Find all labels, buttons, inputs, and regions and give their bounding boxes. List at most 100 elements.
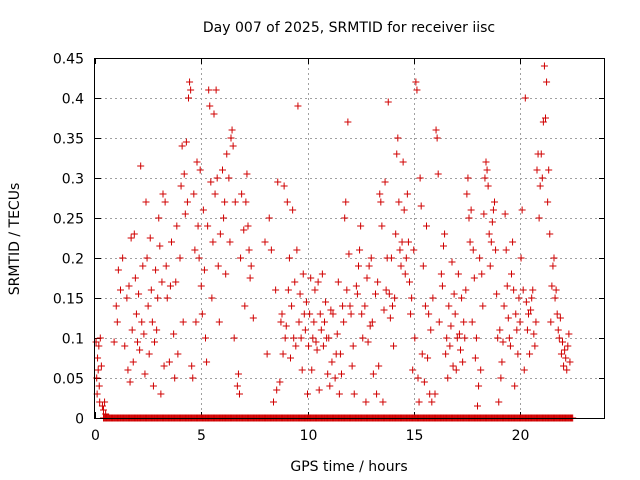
data-point	[173, 222, 181, 230]
data-point	[231, 198, 239, 206]
data-point	[301, 326, 309, 334]
data-point	[495, 398, 503, 406]
data-point	[454, 270, 462, 278]
data-point	[392, 230, 400, 238]
data-point	[481, 174, 489, 182]
data-point	[327, 306, 335, 314]
data-point	[216, 230, 224, 238]
data-point	[364, 338, 372, 346]
data-point	[295, 318, 303, 326]
data-point	[491, 198, 498, 206]
data-point	[166, 282, 174, 290]
y-tick-label: 0.2	[62, 252, 84, 268]
data-point	[158, 278, 166, 286]
data-point	[263, 350, 271, 358]
data-point	[543, 78, 551, 86]
data-point	[384, 98, 392, 106]
data-point	[207, 178, 215, 186]
data-point	[412, 78, 420, 86]
y-tick-label: 0.35	[53, 132, 84, 148]
data-point	[97, 362, 105, 370]
data-point	[245, 246, 253, 254]
data-point	[362, 398, 370, 406]
data-point	[375, 362, 383, 370]
data-point	[356, 246, 364, 254]
data-point	[404, 238, 412, 246]
data-point	[242, 198, 250, 206]
data-point	[212, 86, 220, 94]
data-point	[445, 302, 453, 310]
data-point	[536, 182, 544, 190]
data-point	[509, 238, 517, 246]
data-point	[249, 314, 257, 322]
data-point	[304, 390, 311, 398]
data-point	[316, 310, 324, 318]
data-point	[310, 318, 318, 326]
data-point	[411, 334, 419, 342]
data-point	[557, 350, 565, 358]
data-point	[223, 150, 231, 158]
data-point	[350, 390, 358, 398]
data-point	[119, 254, 127, 262]
data-point	[153, 326, 161, 334]
data-point	[204, 222, 212, 230]
axis-ticks	[95, 58, 605, 419]
data-point	[282, 322, 290, 330]
data-point	[402, 254, 410, 262]
data-point	[455, 330, 463, 338]
data-point	[198, 310, 206, 318]
data-point	[399, 158, 407, 166]
data-point	[140, 330, 148, 338]
data-point	[366, 322, 374, 330]
data-point	[448, 258, 456, 266]
data-point	[195, 254, 203, 262]
data-point	[321, 318, 328, 326]
data-point	[127, 234, 135, 242]
data-point	[389, 302, 396, 310]
data-point	[363, 274, 371, 282]
data-point	[287, 354, 294, 362]
data-point	[467, 206, 475, 214]
data-point	[144, 302, 152, 310]
data-point	[358, 310, 366, 318]
data-point	[117, 286, 124, 294]
data-point	[160, 362, 168, 370]
data-point	[181, 210, 189, 218]
data-point	[294, 102, 302, 110]
data-point	[101, 398, 109, 406]
data-point	[553, 310, 561, 318]
data-point	[324, 370, 332, 378]
data-point	[296, 290, 304, 298]
data-point	[518, 206, 526, 214]
data-point	[213, 174, 221, 182]
data-point	[390, 342, 398, 350]
data-point	[475, 382, 483, 390]
data-point	[322, 298, 330, 306]
data-point	[386, 314, 394, 322]
data-point	[548, 282, 556, 290]
data-point	[311, 286, 319, 294]
data-point	[407, 310, 415, 318]
data-point	[302, 298, 310, 306]
data-point	[453, 334, 461, 342]
x-tick-label: 5	[197, 428, 206, 444]
data-point	[520, 366, 528, 374]
data-point	[137, 162, 145, 170]
data-point	[340, 318, 348, 326]
data-point	[410, 246, 418, 254]
data-point	[396, 246, 404, 254]
data-point	[517, 254, 525, 262]
data-point	[143, 254, 151, 262]
data-point	[391, 294, 399, 302]
data-point	[171, 374, 179, 382]
data-point	[417, 202, 425, 210]
data-point	[544, 198, 552, 206]
data-point	[151, 338, 158, 346]
data-point	[529, 286, 537, 294]
data-point	[276, 378, 284, 386]
data-point	[421, 302, 429, 310]
data-point	[466, 238, 474, 246]
data-point	[463, 190, 471, 198]
data-point	[241, 302, 249, 310]
data-point	[211, 190, 219, 198]
